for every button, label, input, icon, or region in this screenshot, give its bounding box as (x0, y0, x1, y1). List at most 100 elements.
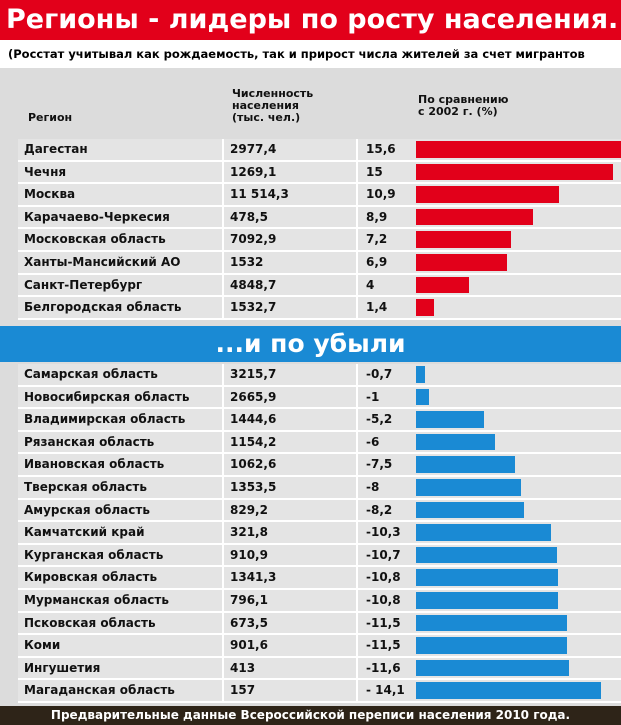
subtitle: (Росстат учитывал как рождаемость, так и… (8, 47, 585, 61)
bar (416, 592, 559, 609)
sep (356, 635, 358, 658)
subtitle-band (0, 40, 621, 68)
decline-title: ...и по убыли (215, 329, 406, 358)
population: 11 514,3 (230, 187, 289, 202)
bar (416, 501, 524, 519)
sep (18, 429, 621, 432)
sep (18, 159, 621, 162)
change-label: -7,5 (366, 457, 393, 472)
sep (356, 386, 358, 410)
population: 2977,4 (230, 142, 277, 156)
bar (416, 299, 435, 316)
bar (416, 208, 534, 226)
change-label: -11,5 (366, 615, 401, 630)
change-label: 15 (366, 164, 383, 179)
sep (18, 588, 621, 590)
change-label: -6 (366, 434, 380, 449)
sep (18, 452, 621, 455)
region: Ивановская область (24, 457, 165, 472)
region: Москва (24, 187, 76, 202)
sep (222, 184, 224, 207)
region: Амурская область (24, 502, 150, 517)
sep (222, 252, 224, 275)
sep (18, 204, 621, 207)
population: 796,1 (230, 593, 268, 607)
sep (356, 297, 358, 320)
sep (356, 364, 358, 387)
change-label: -8,2 (366, 502, 393, 517)
sep (356, 590, 358, 613)
row-bg (18, 364, 621, 385)
change-label: 6,9 (366, 255, 388, 269)
sep (222, 499, 224, 523)
sep (18, 295, 621, 298)
sep (222, 364, 224, 387)
sep (222, 454, 224, 477)
sep (222, 567, 224, 590)
population: 910,9 (230, 547, 268, 562)
bar (416, 659, 569, 677)
region: Коми (24, 638, 61, 653)
region: Ингушетия (24, 660, 101, 675)
sep (356, 252, 358, 275)
change-label: -5,2 (366, 412, 393, 427)
bar (416, 411, 485, 428)
change-label: -10,3 (366, 525, 401, 540)
region: Карачаево-Черкесия (24, 209, 170, 224)
row-bg (18, 274, 621, 296)
sep (222, 522, 224, 545)
region: Ханты-Мансийский АО (24, 255, 181, 269)
sep (222, 161, 224, 185)
region: Дагестан (24, 142, 88, 156)
sep (222, 590, 224, 613)
footer: Предварительные данные Всероссийской пер… (50, 708, 571, 722)
sep (356, 454, 358, 477)
sep (356, 499, 358, 523)
population: 3215,7 (230, 367, 277, 381)
region: Тверская область (24, 480, 147, 494)
population: 829,2 (230, 502, 268, 517)
region: Белгородская область (24, 300, 182, 315)
population: 157 (230, 683, 256, 698)
sep (222, 635, 224, 658)
bar (416, 388, 430, 406)
sep (222, 386, 224, 410)
region: Камчатский край (24, 525, 145, 540)
sep (222, 409, 224, 432)
sep (18, 497, 621, 500)
change-label: -1 (366, 389, 380, 404)
bar (416, 456, 515, 473)
sep (18, 317, 621, 320)
change-label: -10,7 (366, 547, 401, 562)
bar (416, 682, 602, 699)
bar (416, 276, 469, 294)
sep (356, 477, 358, 500)
bar (416, 637, 568, 654)
population: 1353,5 (230, 480, 277, 494)
region: Санкт-Петербург (24, 277, 143, 292)
sep (356, 139, 358, 162)
population: 321,8 (230, 525, 268, 540)
region: Рязанская область (24, 434, 155, 449)
region: Магаданская область (24, 683, 175, 698)
change-label: -8 (366, 480, 380, 494)
bar (416, 546, 557, 564)
sep (18, 272, 621, 275)
title-band (0, 0, 621, 40)
population: 1154,2 (230, 434, 277, 449)
population: 1532,7 (230, 300, 277, 315)
population: 7092,9 (230, 232, 277, 247)
row-bg (18, 297, 621, 318)
sep (18, 610, 621, 613)
sep (18, 678, 621, 681)
sep (18, 542, 621, 545)
header-region: Регион (28, 111, 73, 124)
change-label: 4 (366, 277, 375, 292)
change-label: -0,7 (366, 367, 393, 381)
sep (18, 384, 621, 387)
sep (222, 657, 224, 681)
bar (416, 569, 559, 586)
change-label: 15,6 (366, 142, 396, 156)
population: 478,5 (230, 209, 268, 224)
sep (356, 612, 358, 636)
